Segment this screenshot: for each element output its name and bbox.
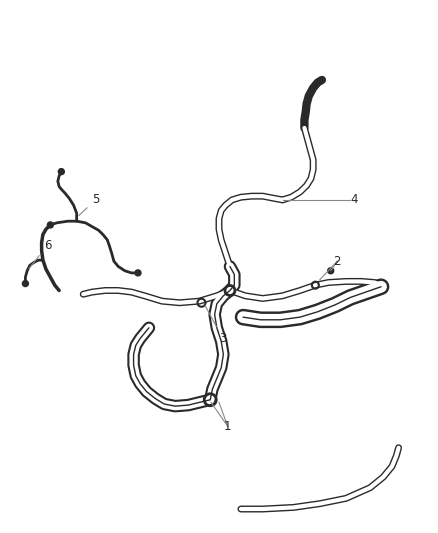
- Text: 1: 1: [224, 420, 232, 433]
- Text: 3: 3: [205, 305, 226, 345]
- Text: 4: 4: [350, 193, 358, 206]
- Circle shape: [47, 222, 53, 228]
- Text: 5: 5: [79, 193, 99, 215]
- Circle shape: [135, 270, 141, 276]
- Circle shape: [328, 268, 334, 274]
- Text: 6: 6: [29, 239, 51, 269]
- Circle shape: [58, 168, 64, 175]
- Circle shape: [22, 280, 28, 287]
- Text: 2: 2: [333, 255, 341, 268]
